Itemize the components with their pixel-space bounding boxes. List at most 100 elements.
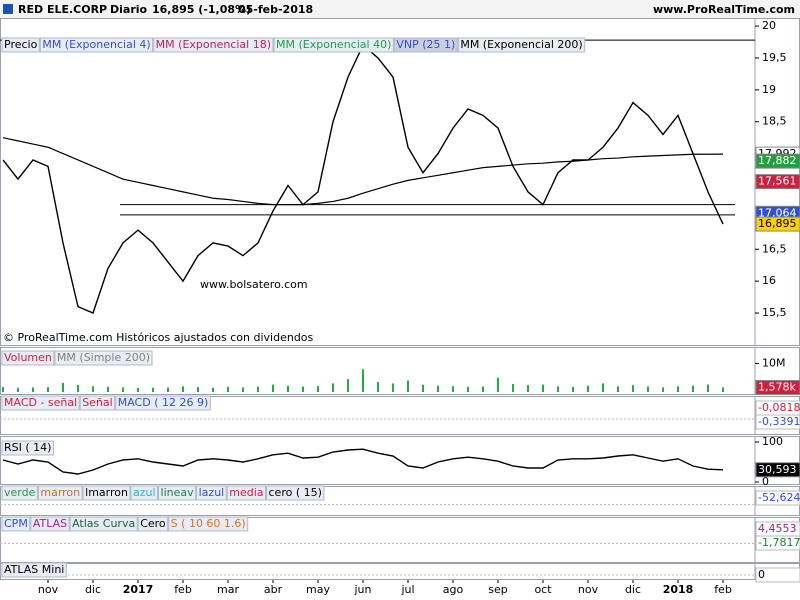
legend-box xyxy=(153,37,274,53)
y-tick-label: 15,5 xyxy=(762,306,787,319)
y-tick-label: 20 xyxy=(762,19,776,32)
value-box xyxy=(755,379,800,395)
x-tick-label: dic xyxy=(625,583,641,596)
legend-box xyxy=(115,395,211,411)
volume-bar xyxy=(452,386,454,392)
volume-bar xyxy=(662,387,664,392)
value-box-label: -0,3391 xyxy=(758,415,800,428)
legend-entry: ATLAS xyxy=(33,517,67,530)
legend-box xyxy=(226,485,266,501)
volume-bar xyxy=(437,385,439,392)
value-box xyxy=(755,174,800,190)
legend-entry: MM (Simple 200) xyxy=(57,351,150,364)
legend-entry: MM (Exponencial 200) xyxy=(460,38,582,51)
volume-bar xyxy=(602,383,604,392)
volume-bar xyxy=(62,382,64,392)
legend-entry: Precio xyxy=(4,38,38,51)
volume-bar xyxy=(287,385,289,392)
legend-box xyxy=(457,37,586,53)
legend-entry: lineav xyxy=(161,486,195,499)
volume-bar xyxy=(677,386,679,392)
legend-box xyxy=(54,350,153,366)
volume-bar xyxy=(527,385,529,392)
volume-bar xyxy=(557,386,559,392)
x-tick-label: oct xyxy=(534,583,552,596)
legend-box xyxy=(82,485,131,501)
legend-entry: VNP (25 1) xyxy=(396,38,455,51)
legend-box xyxy=(1,395,80,411)
volume-bar xyxy=(227,386,229,392)
legend-entry: MM (Exponencial 4) xyxy=(42,38,150,51)
volume-bar xyxy=(242,387,244,392)
volume-bar xyxy=(302,386,304,392)
volume-bar xyxy=(212,387,214,392)
value-box-label: 1,578k xyxy=(758,380,796,393)
legend-entry: Señal xyxy=(82,396,113,409)
x-tick-label: feb xyxy=(714,583,732,596)
volume-bar xyxy=(587,385,589,392)
legend-entry: Atlas Curva xyxy=(72,517,135,530)
value-box xyxy=(755,462,800,478)
y-tick-label: 10M xyxy=(762,356,786,369)
period: Diario xyxy=(110,3,148,16)
x-tick-label: may xyxy=(306,583,330,596)
legend-entry: RSI ( 14) xyxy=(4,441,51,454)
value-box xyxy=(755,567,800,583)
legend-entry: MM (Exponencial 40) xyxy=(276,38,391,51)
x-tick-label: sep xyxy=(488,583,507,596)
quote: 16,895 (-1,08%) xyxy=(152,3,251,16)
volume-bar xyxy=(182,386,184,392)
copyright: © ProRealTime.com Históricos ajustados c… xyxy=(3,331,314,344)
x-tick-label: jul xyxy=(400,583,414,596)
volume-bar xyxy=(92,386,94,392)
legend-box xyxy=(30,516,70,532)
volume-bar xyxy=(17,387,19,392)
legend-box xyxy=(393,37,458,53)
volume-bar xyxy=(362,369,364,392)
volume-bar xyxy=(107,386,109,392)
volume-bar xyxy=(257,386,259,392)
volume-bar xyxy=(497,377,499,392)
legend-box xyxy=(69,516,138,532)
volume-bar xyxy=(467,386,469,392)
volume-bar xyxy=(617,386,619,392)
legend-box xyxy=(266,485,325,501)
legend-entry: cero ( 15) xyxy=(269,486,322,499)
volume-bar xyxy=(512,384,514,392)
volume-bar xyxy=(2,386,4,392)
volume-bar xyxy=(347,379,349,392)
volume-bar xyxy=(692,385,694,392)
volume-bar xyxy=(122,387,124,392)
y-tick-label: 18,5 xyxy=(762,115,787,128)
x-tick-label: 2017 xyxy=(123,583,154,596)
site[interactable]: www.ProRealTime.com xyxy=(653,3,795,16)
value-box-label: 4,4553 xyxy=(758,522,797,535)
series-line xyxy=(2,448,724,475)
legend-entry: verde xyxy=(4,486,36,499)
series-line xyxy=(2,137,724,206)
value-box-label: 17,561 xyxy=(758,175,797,188)
legend-box xyxy=(1,485,38,501)
value-box xyxy=(755,414,800,430)
legend-entry: marron xyxy=(40,486,80,499)
legend-box xyxy=(196,485,227,501)
volume-bar xyxy=(332,383,334,392)
legend-box xyxy=(1,562,67,578)
x-tick-label: mar xyxy=(217,583,239,596)
legend-entry: ATLAS Mini xyxy=(4,563,64,576)
y-tick-label: 16 xyxy=(762,274,776,287)
y-tick-label: 19 xyxy=(762,83,776,96)
legend-entry: MM (Exponencial 18) xyxy=(156,38,271,51)
value-box-label: 0 xyxy=(758,568,765,581)
volume-bar xyxy=(167,387,169,392)
value-box-label: -52,624 xyxy=(758,491,800,504)
value-box-label: 17,882 xyxy=(758,154,797,167)
volume-bar xyxy=(482,386,484,392)
value-box-label: -1,7817 xyxy=(758,536,800,549)
y-tick-label: 16,5 xyxy=(762,242,787,255)
volume-bar xyxy=(707,384,709,392)
x-tick-label: 2018 xyxy=(663,583,694,596)
legend-box xyxy=(273,37,394,53)
value-box xyxy=(755,490,800,506)
